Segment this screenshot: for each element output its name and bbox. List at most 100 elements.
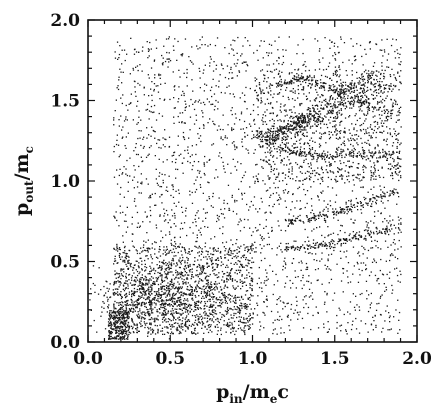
- data-point: [315, 104, 318, 106]
- data-point: [291, 166, 293, 168]
- data-point: [362, 169, 364, 171]
- data-point: [231, 48, 233, 50]
- data-point: [309, 139, 311, 141]
- data-point: [127, 109, 129, 111]
- data-point: [319, 183, 321, 185]
- data-point: [233, 123, 236, 125]
- data-point: [167, 318, 170, 320]
- data-point: [350, 143, 352, 146]
- data-point: [349, 115, 351, 117]
- data-point: [234, 272, 236, 274]
- data-point: [334, 85, 336, 87]
- data-point: [361, 110, 363, 112]
- data-point: [302, 132, 304, 134]
- data-point: [139, 137, 141, 139]
- data-point: [171, 209, 173, 211]
- data-point: [288, 170, 290, 173]
- data-point: [206, 263, 208, 265]
- data-point: [332, 84, 334, 86]
- data-point: [124, 332, 126, 334]
- data-point: [397, 174, 399, 176]
- data-point: [170, 328, 172, 330]
- data-point: [350, 137, 352, 139]
- data-point: [239, 309, 242, 311]
- data-point: [131, 292, 133, 295]
- data-point: [191, 250, 193, 252]
- data-point: [294, 276, 297, 278]
- data-point: [141, 277, 143, 279]
- data-point: [224, 208, 226, 210]
- data-point: [355, 317, 357, 320]
- data-point: [235, 262, 237, 264]
- data-point: [136, 252, 139, 255]
- data-point: [163, 208, 165, 210]
- data-point: [127, 262, 129, 264]
- data-point: [132, 331, 135, 333]
- data-point: [194, 214, 197, 217]
- data-point: [148, 318, 150, 321]
- data-point: [380, 100, 382, 102]
- data-point: [118, 156, 120, 158]
- data-point: [255, 91, 258, 94]
- data-point: [115, 314, 117, 316]
- data-point: [202, 112, 204, 114]
- data-point: [189, 293, 191, 295]
- data-point: [298, 180, 300, 182]
- data-point: [271, 229, 273, 232]
- data-point: [381, 69, 383, 71]
- data-point: [201, 318, 203, 321]
- data-point: [374, 169, 376, 171]
- data-point: [125, 136, 127, 138]
- data-point: [291, 90, 293, 92]
- data-point: [230, 239, 232, 241]
- data-point: [336, 70, 338, 72]
- data-point: [143, 291, 145, 293]
- data-point: [185, 299, 187, 301]
- data-point: [352, 320, 354, 322]
- data-point: [398, 179, 400, 182]
- data-point: [249, 324, 251, 326]
- data-point: [353, 84, 355, 86]
- data-point: [125, 330, 127, 333]
- data-point: [310, 167, 312, 169]
- data-point: [233, 144, 236, 146]
- data-point: [282, 95, 284, 97]
- data-point: [330, 178, 332, 181]
- data-point: [186, 311, 189, 313]
- data-point: [241, 177, 244, 179]
- data-point: [128, 331, 131, 333]
- data-point: [150, 322, 152, 324]
- data-point: [127, 315, 129, 317]
- data-point: [289, 177, 291, 180]
- data-point: [195, 144, 198, 146]
- data-point: [398, 319, 400, 321]
- data-point: [178, 277, 180, 279]
- data-point: [320, 74, 323, 77]
- data-point: [173, 212, 176, 215]
- data-point: [204, 64, 206, 66]
- data-point: [234, 201, 236, 203]
- data-point: [209, 43, 211, 46]
- data-point: [333, 292, 336, 294]
- data-point: [393, 239, 395, 241]
- data-point: [292, 91, 294, 94]
- data-point: [142, 290, 144, 293]
- data-point: [303, 284, 305, 286]
- data-point: [179, 304, 181, 306]
- data-point: [217, 298, 219, 301]
- data-point: [164, 319, 166, 321]
- data-point: [192, 232, 194, 234]
- data-point: [281, 141, 283, 144]
- data-point: [154, 272, 156, 275]
- data-point: [389, 163, 392, 165]
- data-point: [183, 298, 186, 300]
- data-point: [121, 320, 123, 322]
- data-point: [165, 262, 167, 264]
- data-point: [357, 239, 360, 241]
- data-point: [149, 301, 151, 304]
- data-point: [126, 295, 128, 297]
- data-point: [152, 312, 154, 314]
- data-point: [146, 216, 148, 218]
- data-point: [395, 138, 397, 140]
- data-point: [139, 280, 141, 283]
